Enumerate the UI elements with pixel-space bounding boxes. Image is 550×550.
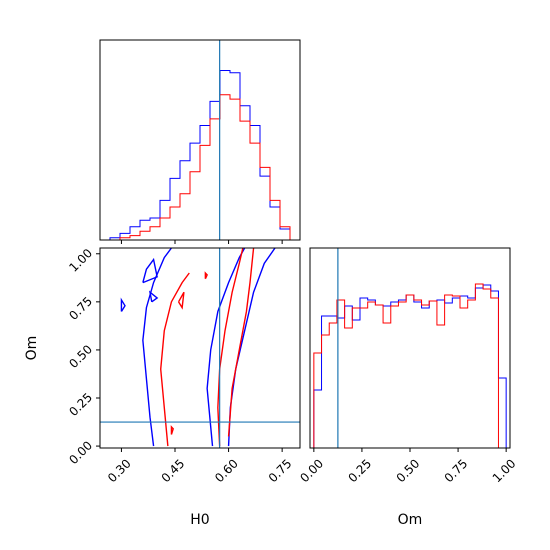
- om-x-tick-label-1: 0.00: [297, 456, 326, 485]
- joint-y-tick-label-5: 1.00: [66, 246, 95, 275]
- om-histogram-series-2: [313, 283, 507, 449]
- joint-contour-series-2-5: [204, 271, 208, 280]
- joint-contour-series-1-6: [120, 297, 126, 312]
- joint-y-tick-label-1: 0.00: [66, 438, 95, 467]
- joint-contour-series-2-1: [160, 272, 190, 447]
- om-x-tick-label-4: 0.75: [442, 456, 471, 485]
- joint-y-tick-label-2: 0.25: [66, 390, 95, 419]
- h0-marginal-panel: [99, 39, 301, 244]
- y-axis-label-om: Om: [24, 336, 40, 361]
- joint-contour-series-1-2: [206, 248, 246, 447]
- om-x-ticks: 0.00 0.25 0.50 0.75 1.00: [297, 448, 518, 485]
- h0-histogram-series-2: [100, 94, 300, 241]
- joint-contour-series-2-6: [170, 425, 175, 435]
- om-marginal-panel: 0.00 0.25 0.50 0.75 1.00 Om: [297, 247, 518, 528]
- om-x-tick-label-2: 0.25: [345, 456, 374, 485]
- joint-frame: [99, 247, 301, 449]
- joint-x-tick-label-2: 0.45: [159, 456, 188, 485]
- om-histogram-series-1: [313, 284, 507, 448]
- joint-y-tick-label-4: 0.75: [66, 294, 95, 323]
- joint-panel: 0.30 0.45 0.60 0.75 0.00 0.25 0.50 0.75 1.00 H0…: [24, 246, 301, 528]
- om-marginal-frame: [309, 247, 511, 449]
- h0-histograms: [100, 70, 300, 241]
- x-axis-label-om: Om: [398, 512, 423, 528]
- joint-contour-series-2-2: [217, 248, 244, 447]
- h0-marginal-frame: [99, 39, 301, 241]
- joint-contour-series-1-1: [142, 248, 172, 447]
- x-axis-label-h0: H0: [190, 512, 209, 528]
- joint-x-ticks: 0.30 0.45 0.60 0.75: [105, 448, 295, 485]
- h0-histogram-series-1: [100, 70, 300, 241]
- joint-x-tick-label-3: 0.60: [212, 456, 241, 485]
- om-histograms: [313, 283, 507, 449]
- om-x-tick-label-3: 0.50: [394, 456, 423, 485]
- om-x-tick-label-5: 1.00: [490, 456, 519, 485]
- joint-contour-series-1-5: [148, 290, 159, 303]
- joint-y-tick-label-3: 0.50: [66, 342, 95, 371]
- joint-contour-series-2-3: [227, 248, 255, 437]
- joint-y-ticks: 0.00 0.25 0.50 0.75 1.00: [66, 246, 100, 467]
- joint-contours: [120, 248, 276, 447]
- joint-x-tick-label-1: 0.30: [105, 456, 134, 485]
- joint-contour-series-1-4: [142, 257, 158, 284]
- joint-x-tick-label-4: 0.75: [266, 456, 295, 485]
- h0-marginal-ticks: [120, 240, 283, 244]
- joint-contour-series-2-4: [177, 291, 185, 310]
